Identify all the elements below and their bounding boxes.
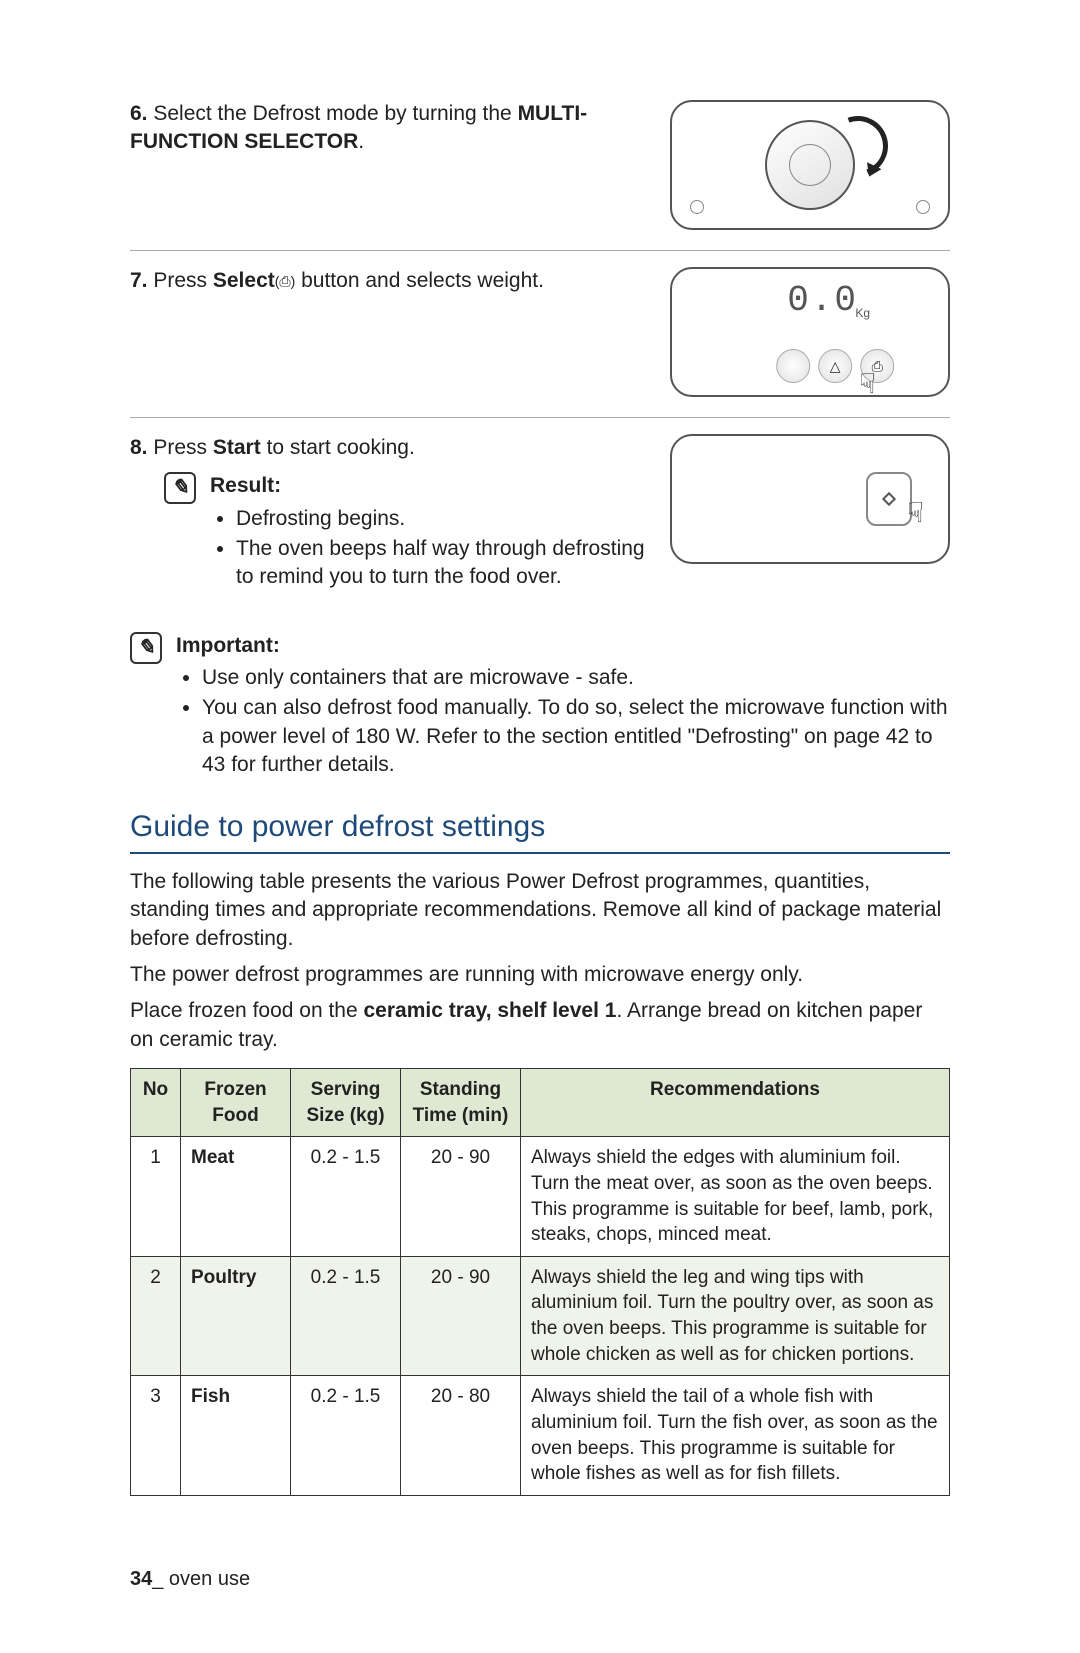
step-7-row: 7. Press Select (⎙) button and selects w… — [130, 267, 950, 418]
cell-size: 0.2 - 1.5 — [291, 1137, 401, 1257]
intro-p2: The power defrost programmes are running… — [130, 961, 950, 989]
step-6-body-before: Select the Defrost mode by turning the — [153, 102, 517, 125]
step-8-before: Press — [153, 436, 213, 459]
header-rec: Recommendations — [521, 1069, 950, 1137]
result-title: Result: — [210, 472, 650, 500]
footer-sep: _ — [152, 1568, 163, 1590]
cell-time: 20 - 90 — [401, 1137, 521, 1257]
header-time: Standing Time (min) — [401, 1069, 521, 1137]
weight-display: 0.0 — [787, 277, 858, 326]
defrost-table: No Frozen Food Serving Size (kg) Standin… — [130, 1068, 950, 1496]
intro-p3: Place frozen food on the ceramic tray, s… — [130, 997, 950, 1054]
cell-time: 20 - 90 — [401, 1256, 521, 1376]
table-row: 2 Poultry 0.2 - 1.5 20 - 90 Always shiel… — [131, 1256, 950, 1376]
tap-hand-icon: ☟ — [859, 365, 876, 403]
important-content: Important: Use only containers that are … — [176, 632, 950, 782]
section-title: Guide to power defrost settings — [130, 807, 950, 854]
step-8-number: 8. — [130, 436, 148, 459]
control-buttons: △ ⎙ — [772, 349, 898, 383]
footer-label: oven use — [163, 1568, 250, 1590]
page-number: 34 — [130, 1568, 152, 1590]
important-block: ✎ Important: Use only containers that ar… — [130, 632, 950, 782]
cell-food: Meat — [181, 1137, 291, 1257]
cell-size: 0.2 - 1.5 — [291, 1376, 401, 1496]
result-bullets: Defrosting begins. The oven beeps half w… — [210, 505, 650, 592]
important-bullet: You can also defrost food manually. To d… — [202, 694, 950, 779]
control-button-icon — [776, 349, 810, 383]
step-7-diagram: 0.0 Kg △ ⎙ ☟ — [670, 267, 950, 397]
header-food: Frozen Food — [181, 1069, 291, 1137]
step-7-before: Press — [153, 269, 213, 292]
intro-p3-bold: ceramic tray, shelf level 1 — [364, 999, 617, 1022]
cell-no: 1 — [131, 1137, 181, 1257]
step-6-diagram — [670, 100, 950, 230]
result-bullet: Defrosting begins. — [236, 505, 650, 533]
cell-no: 3 — [131, 1376, 181, 1496]
page-footer: 34_ oven use — [130, 1566, 950, 1593]
cell-rec: Always shield the leg and wing tips with… — [521, 1256, 950, 1376]
step-6-body-after: . — [358, 130, 364, 153]
select-button-glyph-icon: (⎙) — [275, 272, 296, 291]
step-8-after: to start cooking. — [261, 436, 415, 459]
indicator-dot-icon — [690, 200, 704, 214]
step-7-after: button and selects weight. — [295, 269, 544, 292]
step-6-text: 6. Select the Defrost mode by turning th… — [130, 100, 670, 157]
cell-time: 20 - 80 — [401, 1376, 521, 1496]
important-bullets: Use only containers that are microwave -… — [176, 664, 950, 779]
result-bullet: The oven beeps half way through defrosti… — [236, 535, 650, 592]
header-no: No — [131, 1069, 181, 1137]
step-6-row: 6. Select the Defrost mode by turning th… — [130, 100, 950, 251]
note-icon: ✎ — [164, 472, 196, 504]
cell-rec: Always shield the edges with aluminium f… — [521, 1137, 950, 1257]
step-7-bold: Select — [213, 269, 275, 292]
step-7-text: 7. Press Select (⎙) button and selects w… — [130, 267, 670, 295]
result-block: ✎ Result: Defrosting begins. The oven be… — [164, 472, 650, 593]
intro-p1: The following table presents the various… — [130, 868, 950, 953]
control-button-icon: △ — [818, 349, 852, 383]
step-6-number: 6. — [130, 102, 148, 125]
cell-size: 0.2 - 1.5 — [291, 1256, 401, 1376]
result-content: Result: Defrosting begins. The oven beep… — [210, 472, 650, 593]
cell-food: Poultry — [181, 1256, 291, 1376]
step-7-number: 7. — [130, 269, 148, 292]
indicator-dot-icon — [916, 200, 930, 214]
intro-p3-before: Place frozen food on the — [130, 999, 364, 1022]
step-8-row: 8. Press Start to start cooking. ✎ Resul… — [130, 434, 950, 614]
important-title: Important: — [176, 632, 950, 660]
note-icon: ✎ — [130, 632, 162, 664]
cell-rec: Always shield the tail of a whole fish w… — [521, 1376, 950, 1496]
step-8-text: 8. Press Start to start cooking. ✎ Resul… — [130, 434, 670, 594]
table-row: 1 Meat 0.2 - 1.5 20 - 90 Always shield t… — [131, 1137, 950, 1257]
tap-hand-icon: ☟ — [907, 494, 924, 532]
cell-food: Fish — [181, 1376, 291, 1496]
table-header-row: No Frozen Food Serving Size (kg) Standin… — [131, 1069, 950, 1137]
start-diamond-icon — [882, 492, 896, 506]
weight-unit: Kg — [855, 305, 870, 321]
table-row: 3 Fish 0.2 - 1.5 20 - 80 Always shield t… — [131, 1376, 950, 1496]
cell-no: 2 — [131, 1256, 181, 1376]
table-body: 1 Meat 0.2 - 1.5 20 - 90 Always shield t… — [131, 1137, 950, 1496]
table-head: No Frozen Food Serving Size (kg) Standin… — [131, 1069, 950, 1137]
step-8-bold: Start — [213, 436, 261, 459]
important-bullet: Use only containers that are microwave -… — [202, 664, 950, 692]
header-size: Serving Size (kg) — [291, 1069, 401, 1137]
start-button-icon — [866, 472, 912, 526]
step-8-diagram: ☟ — [670, 434, 950, 564]
